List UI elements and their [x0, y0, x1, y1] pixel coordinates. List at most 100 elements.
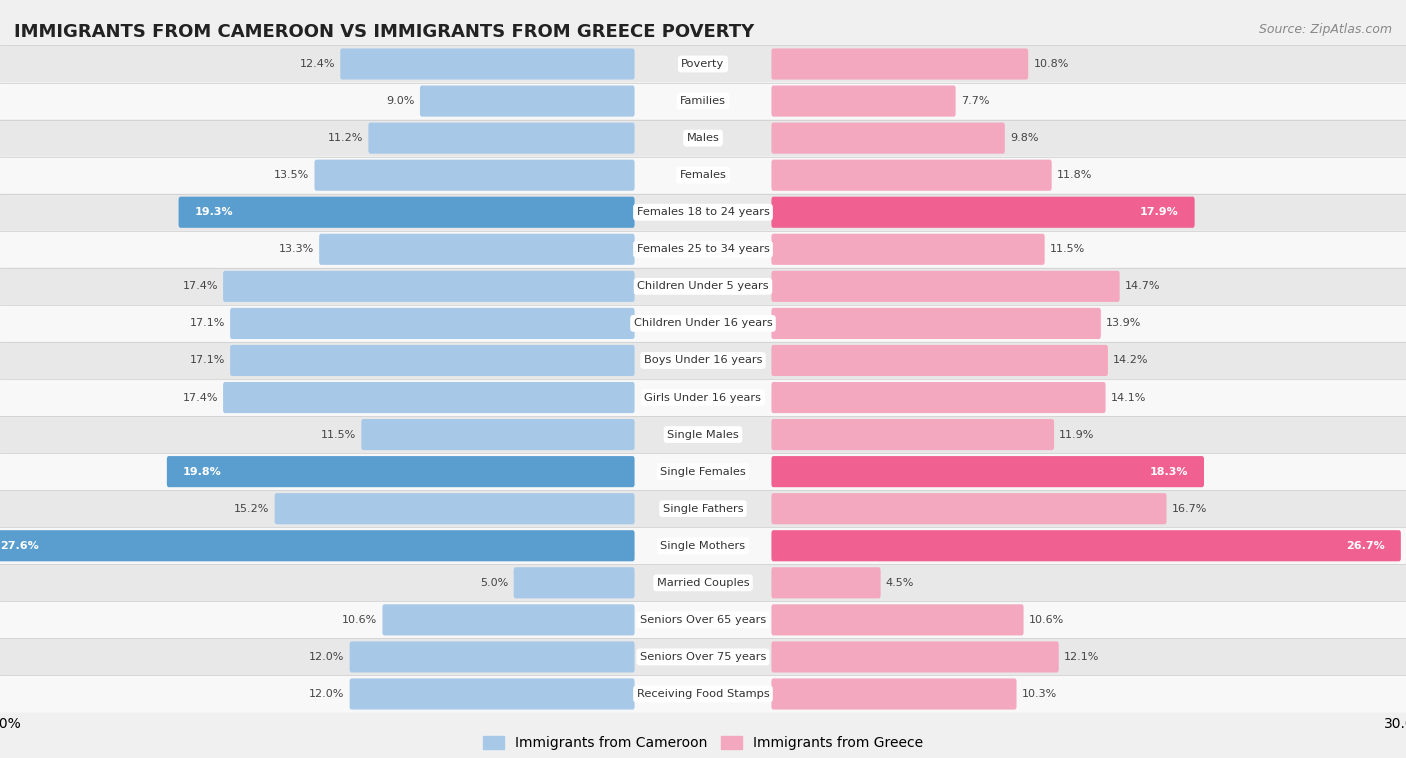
FancyBboxPatch shape [350, 641, 634, 672]
FancyBboxPatch shape [772, 382, 1105, 413]
Text: Children Under 16 years: Children Under 16 years [634, 318, 772, 328]
FancyBboxPatch shape [0, 564, 1406, 601]
Text: 15.2%: 15.2% [235, 504, 270, 514]
FancyBboxPatch shape [772, 123, 1005, 154]
Text: Single Fathers: Single Fathers [662, 504, 744, 514]
FancyBboxPatch shape [0, 305, 1406, 342]
Text: Single Females: Single Females [661, 467, 745, 477]
FancyBboxPatch shape [772, 530, 1400, 562]
Text: 19.8%: 19.8% [183, 467, 222, 477]
Text: 13.5%: 13.5% [274, 171, 309, 180]
FancyBboxPatch shape [513, 567, 634, 598]
FancyBboxPatch shape [0, 416, 1406, 453]
FancyBboxPatch shape [772, 456, 1204, 487]
FancyBboxPatch shape [274, 493, 634, 525]
FancyBboxPatch shape [231, 345, 634, 376]
Text: 13.3%: 13.3% [278, 244, 314, 254]
FancyBboxPatch shape [0, 675, 1406, 713]
FancyBboxPatch shape [0, 157, 1406, 194]
Text: 27.6%: 27.6% [0, 540, 39, 551]
Text: 12.0%: 12.0% [309, 652, 344, 662]
Text: Boys Under 16 years: Boys Under 16 years [644, 356, 762, 365]
FancyBboxPatch shape [179, 196, 634, 228]
FancyBboxPatch shape [0, 194, 1406, 230]
Text: Males: Males [686, 133, 720, 143]
FancyBboxPatch shape [0, 342, 1406, 379]
Text: 17.4%: 17.4% [183, 393, 218, 402]
Text: 11.5%: 11.5% [1050, 244, 1085, 254]
FancyBboxPatch shape [772, 567, 880, 598]
FancyBboxPatch shape [315, 160, 634, 191]
FancyBboxPatch shape [772, 49, 1028, 80]
FancyBboxPatch shape [0, 83, 1406, 120]
Text: Seniors Over 75 years: Seniors Over 75 years [640, 652, 766, 662]
Text: 26.7%: 26.7% [1346, 540, 1385, 551]
Text: 9.0%: 9.0% [387, 96, 415, 106]
Text: Females: Females [679, 171, 727, 180]
FancyBboxPatch shape [0, 268, 1406, 305]
Text: 16.7%: 16.7% [1171, 504, 1206, 514]
FancyBboxPatch shape [350, 678, 634, 709]
Text: IMMIGRANTS FROM CAMEROON VS IMMIGRANTS FROM GREECE POVERTY: IMMIGRANTS FROM CAMEROON VS IMMIGRANTS F… [14, 23, 754, 41]
FancyBboxPatch shape [340, 49, 634, 80]
Text: Married Couples: Married Couples [657, 578, 749, 587]
Text: 17.1%: 17.1% [190, 318, 225, 328]
Text: 14.7%: 14.7% [1125, 281, 1160, 291]
FancyBboxPatch shape [0, 528, 1406, 564]
Text: Girls Under 16 years: Girls Under 16 years [644, 393, 762, 402]
Text: 11.8%: 11.8% [1057, 171, 1092, 180]
Text: 18.3%: 18.3% [1150, 467, 1188, 477]
Text: Single Mothers: Single Mothers [661, 540, 745, 551]
Text: 7.7%: 7.7% [960, 96, 990, 106]
Text: Poverty: Poverty [682, 59, 724, 69]
Text: Females 25 to 34 years: Females 25 to 34 years [637, 244, 769, 254]
FancyBboxPatch shape [0, 45, 1406, 83]
FancyBboxPatch shape [0, 379, 1406, 416]
FancyBboxPatch shape [772, 419, 1054, 450]
Text: 13.9%: 13.9% [1107, 318, 1142, 328]
Text: Single Males: Single Males [666, 430, 740, 440]
FancyBboxPatch shape [772, 271, 1119, 302]
Text: 14.1%: 14.1% [1111, 393, 1146, 402]
Text: 10.3%: 10.3% [1022, 689, 1057, 699]
Text: 10.8%: 10.8% [1033, 59, 1069, 69]
FancyBboxPatch shape [0, 638, 1406, 675]
Legend: Immigrants from Cameroon, Immigrants from Greece: Immigrants from Cameroon, Immigrants fro… [477, 731, 929, 756]
Text: 17.9%: 17.9% [1140, 207, 1178, 218]
FancyBboxPatch shape [772, 678, 1017, 709]
Text: 12.0%: 12.0% [309, 689, 344, 699]
Text: 17.1%: 17.1% [190, 356, 225, 365]
FancyBboxPatch shape [0, 601, 1406, 638]
Text: 12.4%: 12.4% [299, 59, 335, 69]
FancyBboxPatch shape [0, 120, 1406, 157]
Text: Receiving Food Stamps: Receiving Food Stamps [637, 689, 769, 699]
FancyBboxPatch shape [420, 86, 634, 117]
Text: 9.8%: 9.8% [1010, 133, 1039, 143]
Text: 5.0%: 5.0% [481, 578, 509, 587]
FancyBboxPatch shape [772, 86, 956, 117]
FancyBboxPatch shape [224, 382, 634, 413]
Text: Children Under 5 years: Children Under 5 years [637, 281, 769, 291]
Text: 11.9%: 11.9% [1059, 430, 1094, 440]
Text: 14.2%: 14.2% [1114, 356, 1149, 365]
FancyBboxPatch shape [772, 641, 1059, 672]
FancyBboxPatch shape [772, 604, 1024, 635]
FancyBboxPatch shape [0, 230, 1406, 268]
FancyBboxPatch shape [0, 530, 634, 562]
FancyBboxPatch shape [772, 160, 1052, 191]
Text: Source: ZipAtlas.com: Source: ZipAtlas.com [1258, 23, 1392, 36]
Text: Families: Families [681, 96, 725, 106]
FancyBboxPatch shape [319, 233, 634, 265]
FancyBboxPatch shape [772, 493, 1167, 525]
Text: Females 18 to 24 years: Females 18 to 24 years [637, 207, 769, 218]
FancyBboxPatch shape [167, 456, 634, 487]
Text: 12.1%: 12.1% [1064, 652, 1099, 662]
FancyBboxPatch shape [224, 271, 634, 302]
Text: Seniors Over 65 years: Seniors Over 65 years [640, 615, 766, 625]
Text: 17.4%: 17.4% [183, 281, 218, 291]
FancyBboxPatch shape [382, 604, 634, 635]
Text: 11.2%: 11.2% [328, 133, 363, 143]
FancyBboxPatch shape [772, 345, 1108, 376]
FancyBboxPatch shape [0, 453, 1406, 490]
FancyBboxPatch shape [231, 308, 634, 339]
